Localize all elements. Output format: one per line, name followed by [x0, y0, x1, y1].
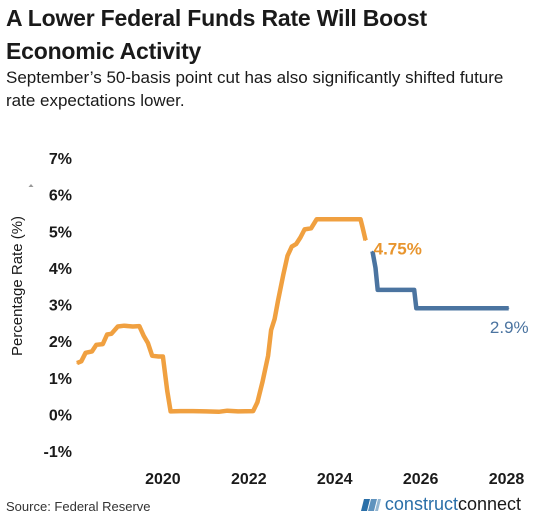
data-point-historical — [205, 410, 207, 412]
brand-mark-icon — [360, 498, 381, 511]
data-point-historical — [270, 329, 272, 331]
x-tick-label: 2026 — [403, 471, 439, 488]
data-point-historical — [329, 218, 331, 220]
data-point-historical — [117, 325, 119, 328]
data-point-historical — [304, 228, 306, 230]
y-tick-label: -1% — [44, 444, 72, 461]
data-point-historical — [291, 246, 293, 248]
y-tick-label: 7% — [49, 151, 72, 168]
data-point-historical — [299, 236, 301, 239]
data-point-historical — [95, 344, 97, 346]
data-point-projected — [488, 307, 490, 309]
data-label-projected-end: 2.9% — [490, 318, 529, 337]
data-point-historical — [316, 218, 318, 220]
data-point-historical — [192, 410, 194, 412]
y-axis-title: Percentage Rate (%) — [9, 216, 26, 356]
x-tick-label: 2024 — [317, 471, 353, 488]
data-point-historical — [256, 401, 258, 403]
chart-title: A Lower Federal Funds Rate Will Boost Ec… — [6, 5, 427, 64]
brand-logo: constructconnect — [360, 494, 521, 515]
data-point-historical — [123, 325, 125, 327]
series-layer: 4.75% 2.9% — [76, 216, 529, 415]
data-point-historical — [132, 325, 134, 328]
data-point-historical — [162, 355, 164, 358]
data-point-historical — [252, 410, 254, 412]
data-label-historical-end: 4.75% — [374, 239, 422, 258]
data-point-historical — [102, 343, 104, 345]
data-point-historical — [166, 390, 168, 392]
data-point-historical — [151, 355, 153, 357]
y-tick-label: 5% — [49, 224, 72, 241]
data-point-historical — [147, 342, 149, 344]
data-point-projected — [371, 250, 374, 252]
y-tick-label: 2% — [49, 334, 72, 351]
x-tick-label: 2022 — [231, 471, 267, 488]
data-point-historical — [158, 355, 160, 358]
data-point-projected — [508, 307, 510, 309]
y-axis-title-marker-icon — [28, 184, 34, 187]
data-point-historical — [170, 410, 172, 412]
data-point-projected — [377, 289, 379, 291]
data-point-historical — [286, 255, 289, 257]
data-point-historical — [237, 410, 239, 412]
data-point-historical — [85, 352, 87, 354]
data-point-historical — [365, 239, 367, 241]
y-tick-label: 1% — [49, 371, 72, 388]
y-tick-label: 6% — [49, 188, 72, 205]
x-tick-label: 2028 — [489, 471, 525, 488]
data-point-historical — [76, 362, 78, 364]
data-point-historical — [226, 410, 228, 412]
data-point-historical — [267, 355, 269, 357]
data-point-projected — [374, 267, 377, 269]
y-tick-label: 4% — [49, 261, 72, 278]
data-point-historical — [179, 410, 181, 412]
brand-name: constructconnect — [385, 494, 521, 515]
data-point-historical — [91, 350, 93, 352]
data-point-historical — [143, 335, 145, 337]
data-point-historical — [362, 227, 364, 229]
data-point-historical — [282, 274, 284, 276]
data-point-historical — [110, 333, 112, 335]
data-point-historical — [138, 325, 140, 327]
data-point-historical — [295, 243, 297, 245]
brand-name-part2: connect — [457, 494, 521, 514]
series-line-projected — [370, 250, 509, 311]
data-point-projected — [413, 289, 415, 291]
data-point-historical — [347, 218, 349, 220]
y-axis-ticks: -1% 0% 1% 2% 3% 4% 5% 6% 7% — [44, 151, 72, 461]
x-tick-label: 2020 — [145, 471, 181, 488]
data-point-historical — [274, 318, 276, 320]
data-point-projected — [415, 307, 417, 309]
data-point-projected — [398, 289, 400, 291]
data-point-historical — [310, 227, 312, 229]
x-axis-ticks: 2020 2022 2024 2026 2028 — [145, 471, 524, 488]
data-point-historical — [359, 218, 362, 220]
y-tick-label: 3% — [49, 298, 72, 315]
chart-subtitle: September’s 50-basis point cut has also … — [6, 68, 504, 110]
data-point-projected — [437, 307, 439, 309]
y-tick-label: 0% — [49, 407, 72, 424]
data-point-historical — [262, 380, 264, 382]
data-point-projected — [463, 307, 465, 309]
source-note: Source: Federal Reserve — [6, 499, 151, 514]
series-line-historical — [76, 216, 368, 415]
data-point-historical — [277, 300, 279, 302]
data-point-historical — [218, 411, 220, 413]
data-point-historical — [80, 360, 82, 362]
data-point-historical — [106, 333, 108, 336]
brand-name-part1: construct — [384, 494, 458, 514]
